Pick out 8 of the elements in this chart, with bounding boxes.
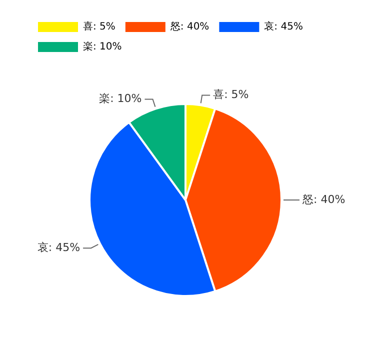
legend-label: 楽: 10%: [83, 40, 122, 53]
legend-label: 哀: 45%: [264, 20, 303, 33]
slice-label: 哀: 45%: [37, 240, 80, 254]
legend-label: 喜: 5%: [83, 20, 116, 33]
legend-label: 怒: 40%: [169, 20, 210, 33]
slice-label: 怒: 40%: [302, 192, 346, 206]
slice-label: 喜: 5%: [213, 88, 249, 102]
slice-label: 楽: 10%: [99, 92, 142, 106]
